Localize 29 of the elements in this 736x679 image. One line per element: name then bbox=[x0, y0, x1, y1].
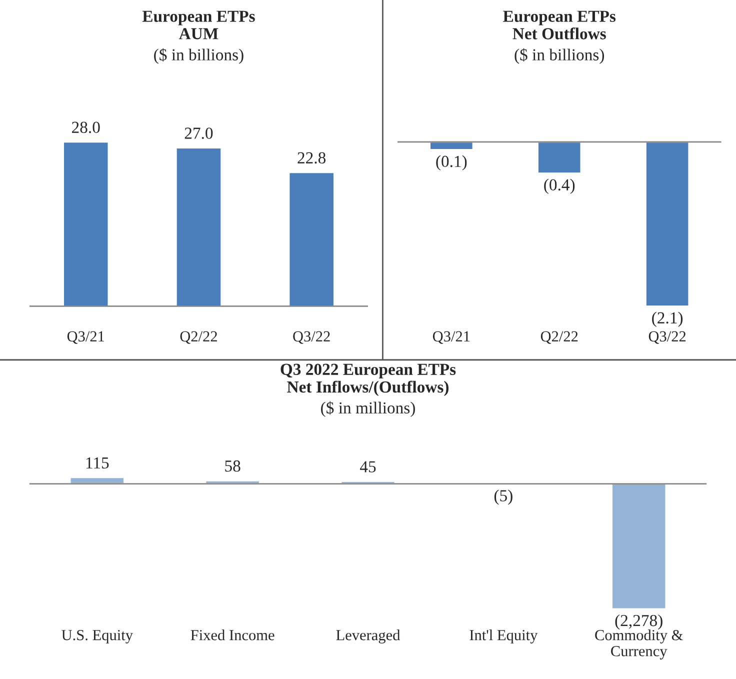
x-tick-label: Q3/22 bbox=[648, 331, 686, 344]
x-tick-label: Leveraged bbox=[336, 630, 400, 644]
x-tick-label: Fixed Income bbox=[190, 630, 274, 640]
data-label: 115 bbox=[86, 457, 109, 469]
x-tick-label: Q3/21 bbox=[67, 331, 104, 344]
data-label: 58 bbox=[225, 460, 240, 472]
data-label: 28.0 bbox=[72, 122, 100, 134]
chart-title: European ETPs Net Outflows bbox=[503, 10, 616, 40]
x-tick-label: Commodity & Currency bbox=[595, 630, 683, 660]
data-label: (2.1) bbox=[652, 312, 683, 327]
data-label: 45 bbox=[360, 461, 376, 472]
x-tick-label: U.S. Equity bbox=[62, 630, 133, 644]
chart-subtitle: ($ in billions) bbox=[514, 48, 604, 64]
data-label: (2,278) bbox=[615, 614, 662, 630]
data-label: (5) bbox=[494, 490, 512, 505]
chart-subtitle: ($ in millions) bbox=[321, 401, 415, 417]
chart-subtitle: ($ in billions) bbox=[154, 48, 244, 64]
x-tick-label: Q3/22 bbox=[293, 331, 330, 344]
x-tick-label: Q2/22 bbox=[540, 331, 578, 344]
x-tick-label: Q3/21 bbox=[432, 331, 470, 344]
x-tick-label: Q2/22 bbox=[180, 331, 217, 344]
bar bbox=[611, 483, 667, 610]
chart-title: Q3 2022 European ETPs Net Inflows/(Outflows) bbox=[280, 364, 456, 396]
x-tick-label: Int'l Equity bbox=[470, 630, 538, 644]
data-label: 27.0 bbox=[184, 128, 213, 139]
data-label: 22.8 bbox=[298, 152, 326, 164]
data-label: (0.4) bbox=[544, 178, 575, 194]
data-label: (0.1) bbox=[436, 155, 467, 170]
chart-title: European ETPs AUM bbox=[142, 10, 255, 40]
